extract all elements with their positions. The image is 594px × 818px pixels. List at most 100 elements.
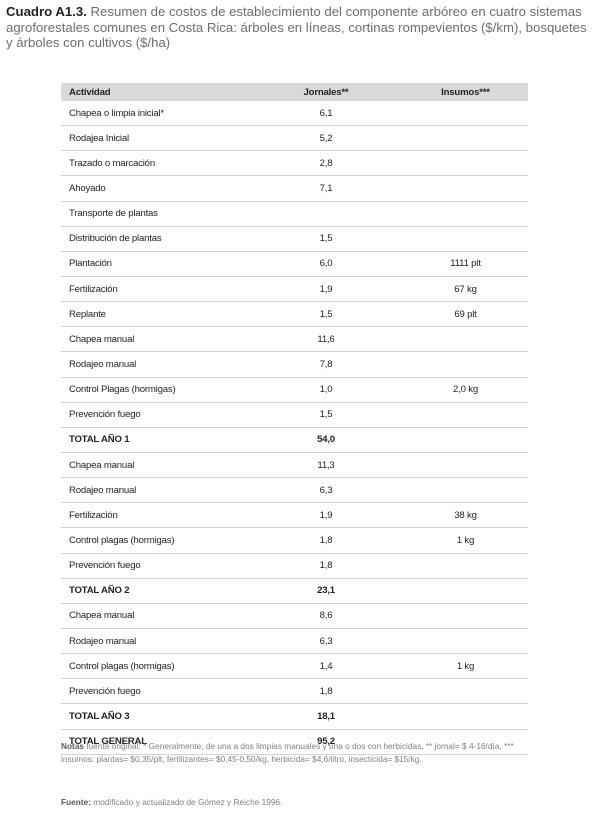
cell-actividad: Control plagas (hormigas) bbox=[61, 653, 249, 680]
cell-jornales: 54,0 bbox=[249, 427, 403, 453]
cell-actividad: Transporte de plantas bbox=[61, 201, 249, 227]
cell-actividad: Prevención fuego bbox=[61, 402, 249, 428]
source-text: modificado y actualizado de Gómez y Reic… bbox=[93, 797, 283, 807]
cell-actividad: TOTAL AÑO 3 bbox=[61, 703, 249, 730]
cell-jornales: 1,9 bbox=[249, 502, 403, 529]
cell-actividad: TOTAL AÑO 2 bbox=[61, 578, 249, 604]
cell-insumos bbox=[403, 101, 528, 127]
caption-text: Resumen de costos de establecimiento del… bbox=[6, 4, 587, 51]
cell-jornales: 6,1 bbox=[249, 101, 403, 127]
cell-jornales: 1,8 bbox=[249, 678, 403, 705]
cell-actividad: Distribución de plantas bbox=[61, 226, 249, 252]
header-actividad: Actividad bbox=[61, 83, 249, 101]
cell-insumos bbox=[403, 477, 528, 504]
cell-actividad: Rodajeo manual bbox=[61, 628, 249, 655]
table-row: Prevención fuego 1,8 bbox=[61, 553, 528, 579]
total-row: TOTAL AÑO 3 18,1 bbox=[61, 703, 528, 730]
cell-jornales: 6,3 bbox=[249, 628, 403, 655]
table-row: Prevención fuego 1,8 bbox=[61, 678, 528, 705]
cell-jornales: 18,1 bbox=[249, 703, 403, 730]
cell-actividad: Control Plagas (hormigas) bbox=[61, 377, 249, 403]
cell-insumos: 1 kg bbox=[403, 527, 528, 554]
header-insumos: Insumos*** bbox=[403, 83, 528, 101]
cell-insumos bbox=[403, 703, 528, 730]
cell-insumos bbox=[403, 427, 528, 453]
table-body: Chapea o limpia inicial* 6,1 Rodajea Inici… bbox=[61, 101, 528, 755]
cell-actividad: Chapea manual bbox=[61, 603, 249, 629]
cell-jornales: 8,6 bbox=[249, 603, 403, 629]
cell-actividad: Prevención fuego bbox=[61, 553, 249, 579]
cell-jornales: 95,2 bbox=[249, 729, 403, 755]
cell-insumos bbox=[403, 175, 528, 202]
cell-insumos: 69 plt bbox=[403, 301, 528, 328]
cell-jornales: 6,0 bbox=[249, 251, 403, 277]
cell-insumos bbox=[403, 628, 528, 655]
cell-jornales: 1,5 bbox=[249, 402, 403, 428]
cell-insumos bbox=[403, 226, 528, 252]
cell-actividad: Chapea manual bbox=[61, 452, 249, 479]
cell-jornales: 23,1 bbox=[249, 578, 403, 604]
table-row: Rodajea Inicial 5,2 bbox=[61, 125, 528, 152]
cell-jornales: 11,3 bbox=[249, 452, 403, 479]
cell-actividad: Control plagas (hormigas) bbox=[61, 527, 249, 554]
cell-jornales: 1,8 bbox=[249, 553, 403, 579]
table-row: Ahoyado 7,1 bbox=[61, 175, 528, 202]
cell-actividad: Plantación bbox=[61, 251, 249, 277]
header-row: Actividad Jornales** Insumos*** bbox=[61, 83, 528, 101]
cell-insumos bbox=[403, 351, 528, 378]
cell-jornales: 5,2 bbox=[249, 125, 403, 152]
table-row: Rodajeo manual 6,3 bbox=[61, 628, 528, 655]
cell-insumos: 67 kg bbox=[403, 276, 528, 303]
cell-insumos bbox=[403, 150, 528, 177]
caption-label: Cuadro A1.3. bbox=[6, 4, 87, 19]
cell-actividad: Ahoyado bbox=[61, 175, 249, 202]
cell-insumos bbox=[403, 729, 528, 755]
cell-insumos: 1 kg bbox=[403, 653, 528, 680]
table-row: Control Plagas (hormigas) 1,0 2,0 kg bbox=[61, 377, 528, 403]
cell-insumos: 1111 plt bbox=[403, 251, 528, 277]
cell-insumos bbox=[403, 402, 528, 428]
cell-jornales: 11,6 bbox=[249, 326, 403, 353]
cell-jornales bbox=[249, 201, 403, 227]
cell-insumos bbox=[403, 452, 528, 479]
cell-jornales: 1,5 bbox=[249, 226, 403, 252]
table-row: Plantación 6,0 1111 plt bbox=[61, 251, 528, 277]
table-row: Control plagas (hormigas) 1,8 1 kg bbox=[61, 527, 528, 554]
cell-insumos: 2,0 kg bbox=[403, 377, 528, 403]
cell-jornales: 1,8 bbox=[249, 527, 403, 554]
table-row: Transporte de plantas bbox=[61, 201, 528, 227]
cell-actividad: Prevención fuego bbox=[61, 678, 249, 705]
cell-actividad: Trazado o marcación bbox=[61, 150, 249, 177]
table-row: Control plagas (hormigas) 1,4 1 kg bbox=[61, 653, 528, 680]
cell-actividad: Rodajea Inicial bbox=[61, 125, 249, 152]
table-row: Replante 1,5 69 plt bbox=[61, 301, 528, 328]
cost-table: Actividad Jornales** Insumos*** Chapea o… bbox=[61, 83, 528, 755]
table-caption: Cuadro A1.3. Resumen de costos de establ… bbox=[6, 4, 590, 51]
cell-insumos: 38 kg bbox=[403, 502, 528, 529]
cell-jornales: 7,1 bbox=[249, 175, 403, 202]
cell-insumos bbox=[403, 326, 528, 353]
cell-insumos bbox=[403, 603, 528, 629]
cell-actividad: Rodajeo manual bbox=[61, 477, 249, 504]
cell-jornales: 1,9 bbox=[249, 276, 403, 303]
cell-insumos bbox=[403, 553, 528, 579]
notes-label: Notas bbox=[61, 741, 85, 751]
total-row: TOTAL GENERAL 95,2 bbox=[61, 729, 528, 755]
cell-jornales: 6,3 bbox=[249, 477, 403, 504]
notes-text: fuente original: * Generalmente, de una … bbox=[61, 741, 514, 764]
table-row: Prevención fuego 1,5 bbox=[61, 402, 528, 428]
cell-actividad: TOTAL AÑO 1 bbox=[61, 427, 249, 453]
table-row: Trazado o marcación 2,8 bbox=[61, 150, 528, 177]
cell-insumos bbox=[403, 678, 528, 705]
table-row: Chapea manual 11,6 bbox=[61, 326, 528, 353]
table-row: Rodajeo manual 6,3 bbox=[61, 477, 528, 504]
cell-actividad: Rodajeo manual bbox=[61, 351, 249, 378]
total-row: TOTAL AÑO 1 54,0 bbox=[61, 427, 528, 453]
cell-jornales: 1,0 bbox=[249, 377, 403, 403]
cell-jornales: 2,8 bbox=[249, 150, 403, 177]
table-row: Chapea manual 8,6 bbox=[61, 603, 528, 629]
cell-actividad: Fertilización bbox=[61, 276, 249, 303]
table-source: Fuente: modificado y actualizado de Góme… bbox=[61, 796, 531, 808]
header-jornales: Jornales** bbox=[249, 83, 403, 101]
cell-actividad: Replante bbox=[61, 301, 249, 328]
